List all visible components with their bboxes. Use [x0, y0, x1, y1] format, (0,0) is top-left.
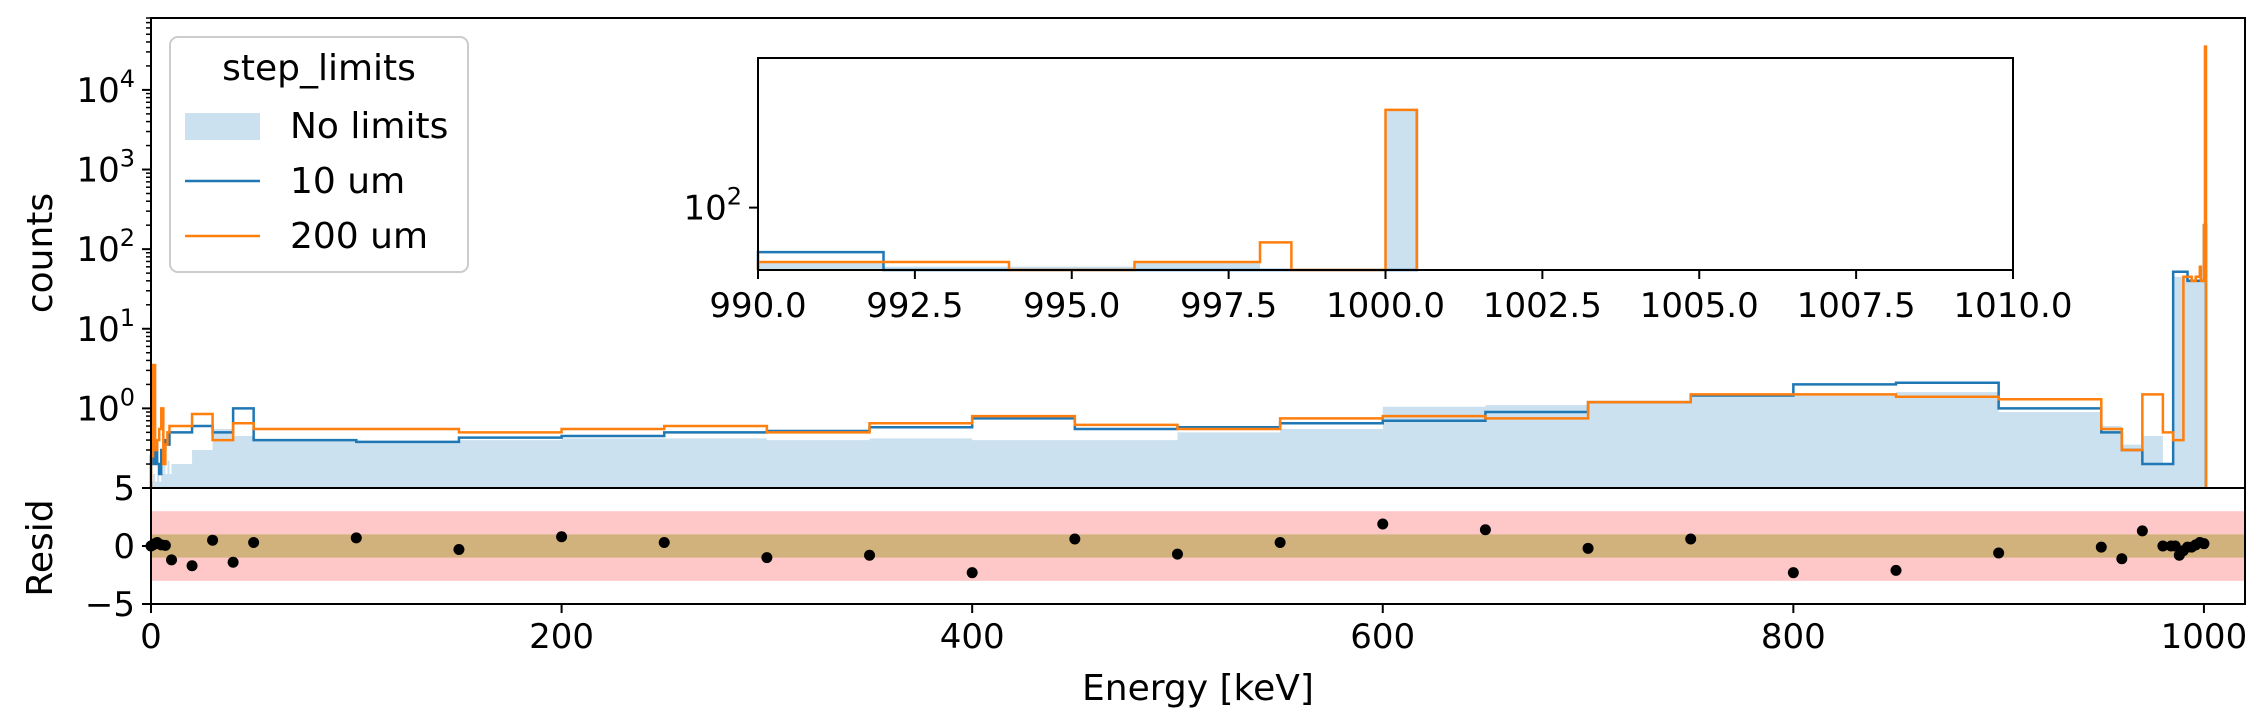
main-y-tick-label: 100 — [76, 383, 135, 429]
resid-x-ticks: 0 200 400 600 800 1000 — [140, 604, 2247, 657]
resid-point — [966, 567, 978, 579]
inset-x-tick-label: 1007.5 — [1797, 286, 1916, 326]
resid-point — [248, 537, 260, 549]
resid-point — [761, 552, 773, 564]
resid-band-2 — [151, 534, 2245, 558]
resid-point — [1582, 542, 1594, 554]
resid-bands — [151, 511, 2245, 581]
resid-points — [145, 518, 2210, 579]
resid-y-tick-label: 0 — [113, 527, 135, 567]
inset-x-tick-label: 997.5 — [1180, 286, 1277, 326]
resid-point — [166, 554, 178, 566]
legend-box — [169, 36, 469, 273]
main-y-tick-exponent: 0 — [120, 383, 135, 411]
inset-x-tick-label: 1005.0 — [1640, 286, 1759, 326]
main-y-tick-label: 104 — [76, 65, 135, 111]
inset-y-tick-label: 102 — [683, 183, 742, 229]
inset-x-ticks: 990.0 992.5 995.0 997.5 1000.0 1002.5 1005.0 10… — [709, 270, 2072, 326]
resid-point — [2116, 553, 2128, 565]
resid-point — [2095, 541, 2107, 553]
resid-point — [1685, 533, 1697, 545]
legend-title: step_limits — [222, 48, 416, 89]
resid-x-tick-label: 800 — [1761, 617, 1826, 657]
resid-point — [159, 539, 171, 551]
inset-series-200-um-step — [756, 108, 1419, 272]
resid-x-tick-label: 400 — [940, 617, 1005, 657]
resid-point — [186, 560, 198, 572]
legend: step_limits No limits 10 um 200 um — [169, 36, 469, 273]
resid-point — [556, 531, 568, 543]
main-series-group — [149, 45, 2208, 488]
inset-x-tick-label: 990.0 — [709, 286, 806, 326]
inset-x-tick-label: 995.0 — [1023, 286, 1120, 326]
legend-label-200um: 200 um — [290, 216, 428, 257]
main-y-tick-exponent: 2 — [120, 224, 135, 252]
series-200-um-step — [149, 45, 2208, 488]
resid-y-axis-label: Resid — [20, 499, 61, 596]
resid-point — [864, 549, 876, 561]
resid-point — [2136, 525, 2148, 537]
resid-x-tick-label: 0 — [140, 617, 162, 657]
resid-point — [658, 537, 670, 549]
resid-y-tick-label: −5 — [85, 585, 135, 625]
inset-panel: 990.0 992.5 995.0 997.5 1000.0 1002.5 1005.0 10… — [683, 57, 2072, 326]
legend-swatch-no-limits — [185, 113, 260, 140]
x-axis-label: Energy [keV] — [1082, 668, 1314, 709]
resid-point — [2169, 540, 2181, 552]
resid-point — [1787, 567, 1799, 579]
inset-y-ticks: 102 — [683, 183, 758, 229]
main-y-tick-exponent: 4 — [120, 65, 135, 93]
resid-point — [1993, 547, 2005, 559]
inset-x-tick-label: 992.5 — [866, 286, 963, 326]
resid-point — [227, 556, 239, 568]
resid-x-tick-label: 600 — [1350, 617, 1415, 657]
resid-point — [207, 534, 219, 546]
resid-point — [1479, 524, 1491, 536]
resid-point — [2157, 540, 2169, 552]
resid-point — [2198, 538, 2210, 550]
main-y-tick-label: 103 — [76, 145, 135, 191]
resid-x-tick-label: 200 — [529, 617, 594, 657]
main-y-axis-label: counts — [20, 193, 61, 313]
resid-point — [1171, 548, 1183, 560]
main-y-tick-exponent: 3 — [120, 145, 135, 173]
inset-x-tick-label: 1010.0 — [1954, 286, 2073, 326]
resid-y-ticks: 5 0 −5 — [85, 469, 151, 625]
resid-x-tick-label: 1000 — [2161, 617, 2248, 657]
inset-x-tick-label: 1002.5 — [1483, 286, 1602, 326]
inset-y-tick-exponent: 2 — [727, 183, 742, 211]
resid-point — [1890, 564, 1902, 576]
series-no-limits-fill — [151, 225, 2206, 488]
main-y-tick-label: 102 — [76, 224, 135, 270]
legend-label-no-limits: No limits — [290, 106, 448, 147]
resid-point — [1069, 533, 1081, 545]
resid-point — [453, 543, 465, 555]
resid-y-tick-label: 5 — [113, 469, 135, 509]
legend-label-10um: 10 um — [290, 161, 405, 202]
main-y-tick-exponent: 1 — [120, 304, 135, 332]
resid-point — [1377, 518, 1389, 530]
resid-point — [350, 532, 362, 544]
resid-point — [1274, 537, 1286, 549]
inset-x-tick-label: 1000.0 — [1326, 286, 1445, 326]
resid-panel: 50−5 0 200 400 600 800 1000 Resid Energy [keV… — [20, 469, 2247, 709]
main-y-tick-label: 101 — [76, 304, 135, 350]
